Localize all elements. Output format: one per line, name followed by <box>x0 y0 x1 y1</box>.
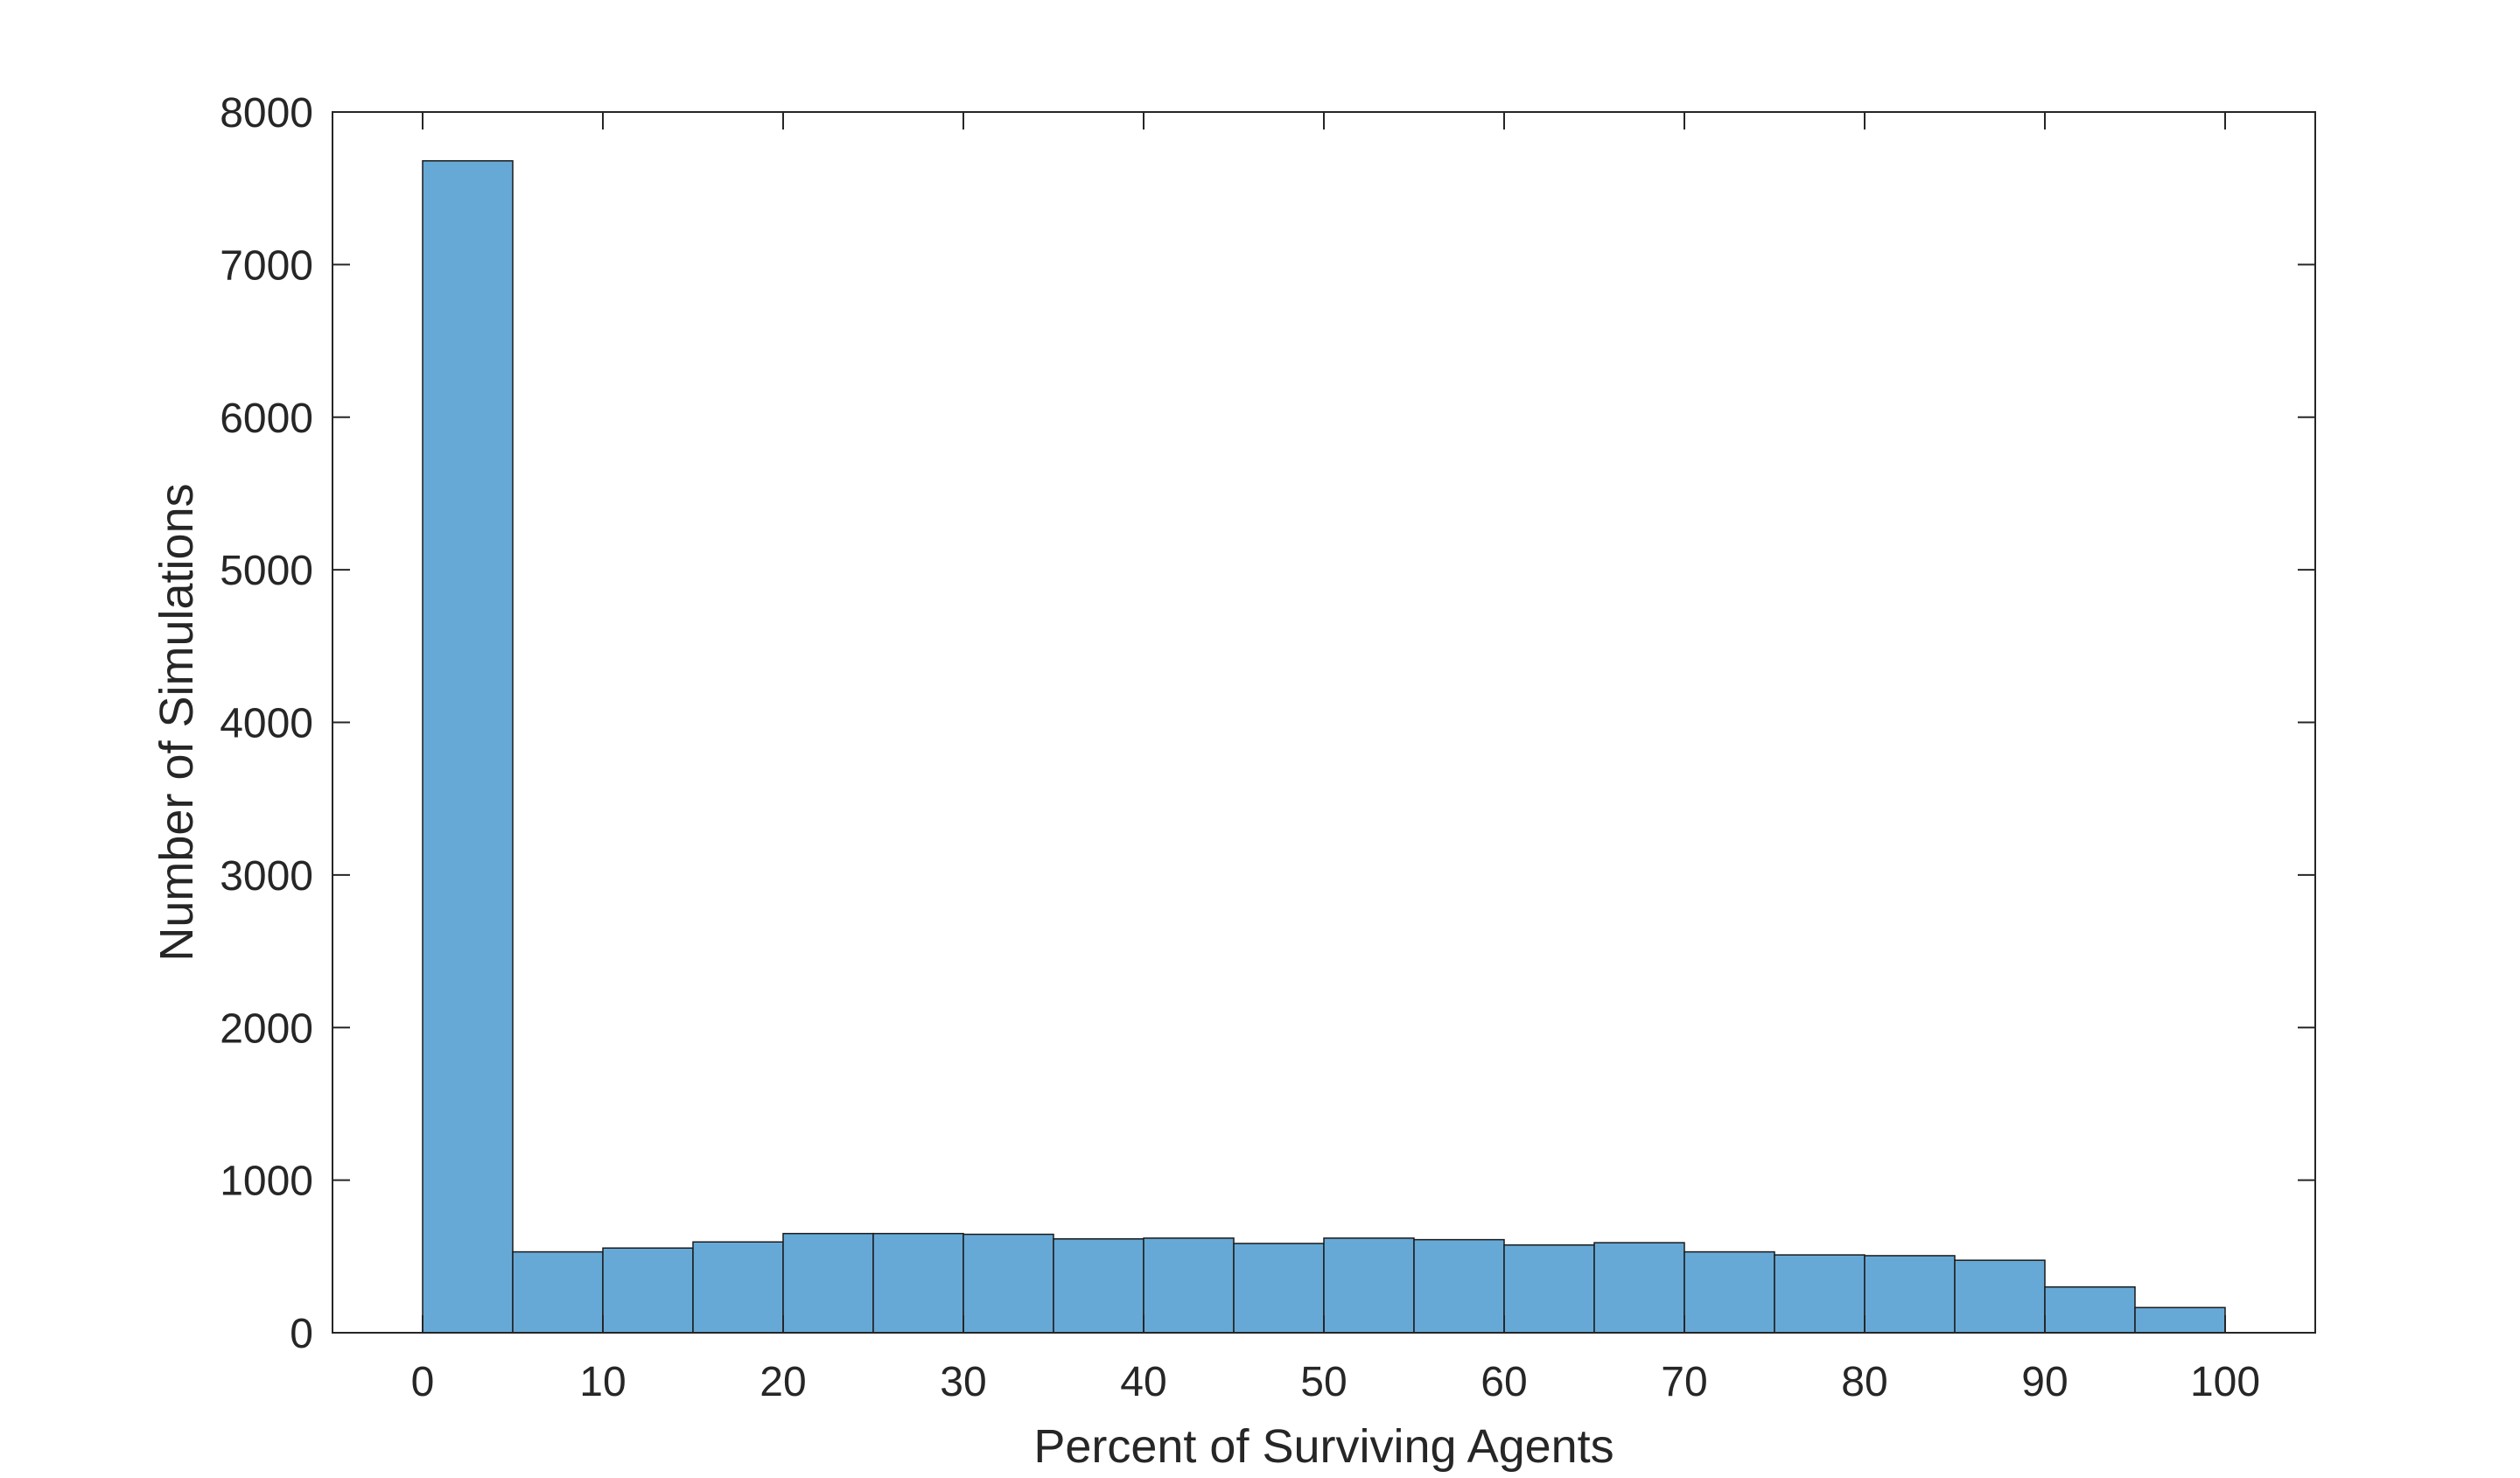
y-tick-label: 7000 <box>220 242 313 289</box>
histogram-bar <box>1413 1238 1505 1334</box>
x-tick-label: 50 <box>1300 1359 1347 1405</box>
histogram-bar <box>1143 1237 1235 1334</box>
histogram-bar <box>512 1250 604 1334</box>
histogram-bar <box>1233 1243 1325 1334</box>
x-tick-label: 80 <box>1841 1359 1887 1405</box>
histogram-bar <box>692 1241 784 1334</box>
histogram-bar <box>782 1232 874 1334</box>
x-tick-label: 40 <box>1120 1359 1166 1405</box>
histogram-bar <box>2134 1306 2226 1334</box>
histogram-bar <box>422 160 514 1334</box>
y-tick-label: 1000 <box>220 1159 313 1205</box>
histogram-bar <box>1864 1255 1956 1334</box>
histogram-bar <box>1323 1237 1415 1334</box>
histogram-bar <box>1954 1259 2046 1334</box>
y-tick-label: 5000 <box>220 548 313 594</box>
x-tick-label: 10 <box>579 1359 626 1405</box>
histogram-bar <box>1684 1250 1775 1334</box>
y-tick-label: 2000 <box>220 1005 313 1052</box>
ticks-layer <box>332 111 2315 1334</box>
x-tick-label: 30 <box>940 1359 986 1405</box>
histogram-bar <box>1593 1242 1685 1334</box>
histogram-bar <box>1774 1254 1866 1334</box>
x-axis-label: Percent of Surviving Agents <box>1033 1420 1614 1473</box>
y-tick-label: 6000 <box>220 396 313 442</box>
y-tick-label: 8000 <box>220 90 313 137</box>
histogram-bar <box>2044 1285 2136 1334</box>
x-tick-label: 60 <box>1480 1359 1527 1405</box>
x-tick-label: 70 <box>1661 1359 1707 1405</box>
histogram-bar <box>962 1233 1054 1334</box>
bars-layer <box>422 160 2226 1334</box>
histogram-bar <box>1053 1238 1144 1334</box>
y-axis-label: Number of Simulations <box>150 483 203 961</box>
plot-frame <box>332 111 2316 1334</box>
y-tick-label: 3000 <box>220 853 313 900</box>
y-tick-label: 4000 <box>220 701 313 747</box>
y-tick-label: 0 <box>290 1311 313 1357</box>
histogram-bar <box>602 1247 694 1334</box>
x-tick-label: 100 <box>2190 1359 2260 1405</box>
x-tick-label: 90 <box>2021 1359 2068 1405</box>
histogram-bar <box>1503 1243 1595 1334</box>
x-tick-label: 20 <box>760 1359 806 1405</box>
histogram-bar <box>872 1232 964 1334</box>
x-tick-label: 0 <box>411 1359 435 1405</box>
labels-layer: 0 10 20 30 40 50 60 70 80 90 100010002000300040005… <box>220 90 2260 1405</box>
